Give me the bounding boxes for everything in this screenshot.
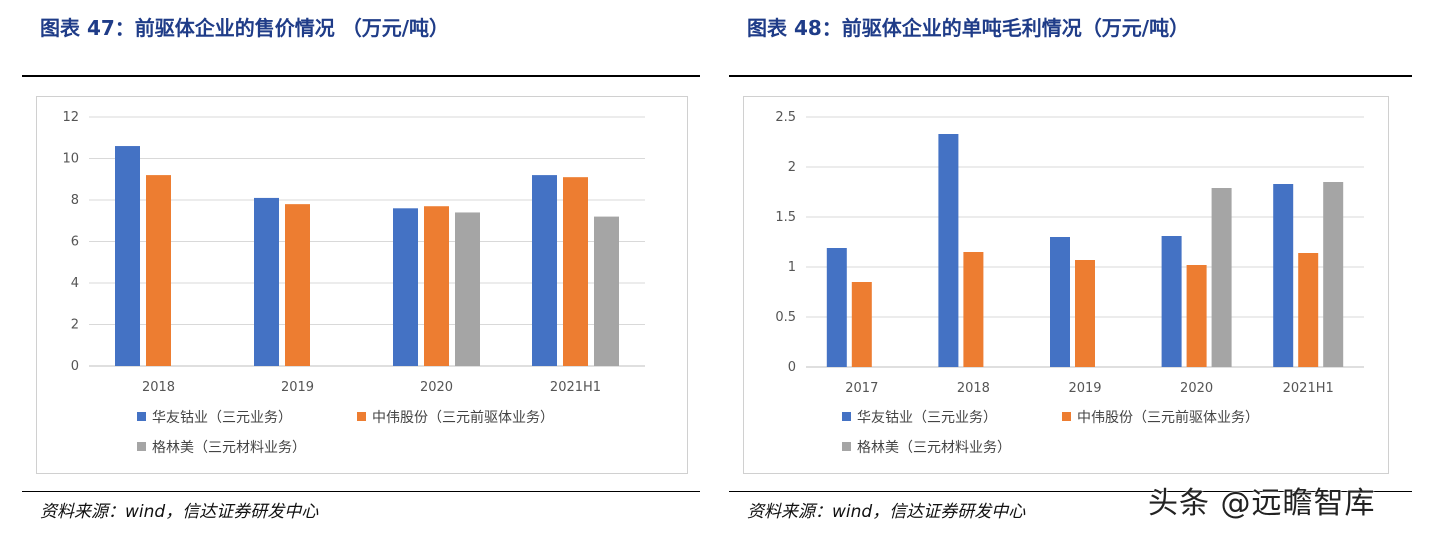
bar [826, 248, 847, 367]
y-tick-label: 2.5 [775, 110, 796, 125]
y-tick-label: 2 [788, 160, 796, 175]
bar [851, 282, 872, 367]
chart-panel-left: 图表 47：前驱体企业的售价情况 （万元/吨） 0 2 4 6 8 10 12 2018 201… [22, 0, 700, 533]
bar [1273, 184, 1294, 367]
watermark: 头条 @远瞻智库 [1148, 486, 1376, 521]
y-tick-label: 4 [71, 276, 79, 291]
legend-label: 华友钴业（三元业务） [152, 410, 292, 426]
bar [532, 175, 557, 366]
y-tick-label: 1 [788, 260, 796, 275]
x-tick-label: 2020 [1180, 381, 1213, 396]
bar [393, 208, 418, 366]
chart-area: 0 2 4 6 8 10 12 2018 2019 2020 2021H1 华友钴业（三元业务） 中伟股… [36, 96, 688, 474]
title-rule [22, 75, 700, 77]
legend-label: 格林美（三元材料业务） [857, 440, 1011, 456]
legend-swatch [1062, 412, 1071, 421]
bar [254, 197, 279, 366]
y-tick-label: 10 [62, 152, 79, 167]
y-tick-label: 6 [71, 235, 79, 250]
y-tick-label: 8 [71, 193, 79, 208]
x-tick-label: 2021H1 [1283, 381, 1334, 396]
source-note: 资料来源：wind，信达证券研发中心 [747, 502, 1026, 522]
bar [1050, 237, 1070, 367]
chart-panel-right: 图表 48：前驱体企业的单吨毛利情况（万元/吨） 0 0.5 1 1.5 2 2.5 201… [729, 0, 1412, 533]
legend-label: 格林美（三元材料业务） [152, 440, 306, 456]
chart-title: 图表 47：前驱体企业的售价情况 （万元/吨） [40, 16, 450, 40]
bar [424, 206, 449, 366]
chart-area: 0 0.5 1 1.5 2 2.5 2017 2018 2019 2020 2021H1 华友钴业（三… [743, 96, 1389, 474]
x-tick-label: 2018 [957, 381, 990, 396]
bar-chart-svg: 0 0.5 1 1.5 2 2.5 2017 2018 2019 2020 2021H1 华友钴业（三… [775, 110, 1364, 456]
legend-label: 中伟股份（三元前驱体业务） [1077, 409, 1259, 426]
bar-chart-svg: 0 2 4 6 8 10 12 2018 2019 2020 2021H1 华友钴业（三元业务） 中伟股… [62, 110, 645, 456]
x-tick-label: 2018 [142, 380, 175, 395]
legend-swatch [357, 412, 366, 421]
bar [963, 252, 984, 367]
x-tick-label: 2019 [1068, 381, 1101, 396]
legend-label: 华友钴业（三元业务） [857, 410, 997, 426]
bar [938, 134, 959, 367]
bar [563, 177, 588, 366]
x-tick-label: 2019 [281, 380, 314, 395]
bar [146, 175, 171, 366]
y-tick-label: 0 [71, 359, 79, 374]
source-rule [729, 491, 1412, 492]
source-rule [22, 491, 700, 492]
bar [1075, 260, 1095, 367]
y-tick-label: 2 [71, 318, 79, 333]
legend-swatch [842, 412, 851, 421]
y-tick-label: 0 [788, 360, 796, 375]
y-tick-label: 1.5 [775, 210, 796, 225]
bar [115, 146, 140, 366]
bar [1211, 188, 1232, 367]
bar [285, 204, 310, 366]
legend-swatch [137, 442, 146, 451]
legend-swatch [842, 442, 851, 451]
y-tick-label: 0.5 [775, 310, 796, 325]
title-rule [729, 75, 1412, 77]
source-note: 资料来源：wind，信达证券研发中心 [40, 502, 319, 522]
legend-swatch [137, 412, 146, 421]
x-tick-label: 2020 [420, 380, 453, 395]
bar [1298, 253, 1319, 367]
y-tick-label: 12 [62, 110, 79, 125]
legend-label: 中伟股份（三元前驱体业务） [372, 409, 554, 426]
x-tick-label: 2017 [845, 381, 878, 396]
bar [594, 216, 619, 366]
chart-title: 图表 48：前驱体企业的单吨毛利情况（万元/吨） [747, 16, 1190, 40]
bar [455, 212, 480, 366]
bar [1186, 265, 1207, 367]
bar [1161, 236, 1182, 367]
bar [1323, 182, 1344, 367]
x-tick-label: 2021H1 [550, 380, 601, 395]
